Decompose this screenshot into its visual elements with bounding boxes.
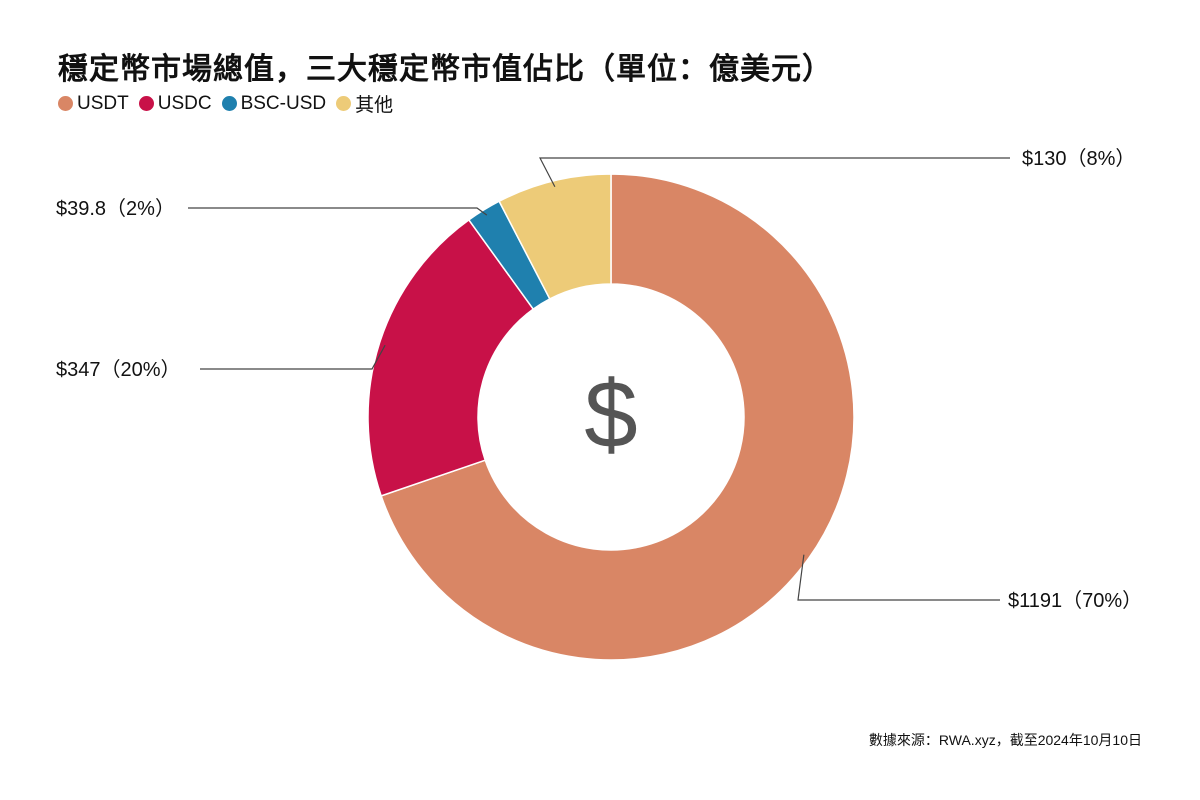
slice-usdc	[367, 218, 535, 497]
leader-line	[539, 157, 1010, 188]
legend-swatch	[221, 96, 237, 111]
legend-item-4: 其他	[336, 90, 393, 117]
leader-line	[200, 344, 386, 370]
leader-line	[797, 554, 1000, 601]
slice--	[498, 173, 612, 300]
legend-swatch	[58, 96, 73, 111]
legend-item-2: USDC	[138, 92, 212, 115]
data-label: $130（8%）	[1022, 147, 1135, 170]
legend-label: USDT	[77, 92, 129, 114]
legend-item-3: BSC-USD	[221, 92, 327, 115]
leader-line	[188, 207, 488, 216]
slice-usdt	[380, 173, 855, 661]
legend-label: USDC	[157, 92, 212, 114]
dollar-icon: $	[584, 361, 637, 468]
data-label: $1191（70%）	[1008, 589, 1142, 612]
data-label: $347（20%）	[56, 358, 181, 381]
legend: USDT USDC BSC-USD 其他	[58, 90, 393, 117]
chart-title: 穩定幣市場總值，三大穩定幣市值佔比（單位：億美元）	[58, 53, 833, 86]
legend-label: BSC-USD	[240, 92, 327, 114]
legend-swatch	[336, 96, 352, 111]
legend-item-1: USDT	[58, 93, 129, 115]
legend-swatch	[138, 96, 154, 111]
data-label: $39.8（2%）	[56, 197, 175, 220]
source-note: 數據來源：RWA.xyz，截至2024年10月10日	[868, 732, 1142, 748]
legend-label: 其他	[355, 95, 394, 116]
